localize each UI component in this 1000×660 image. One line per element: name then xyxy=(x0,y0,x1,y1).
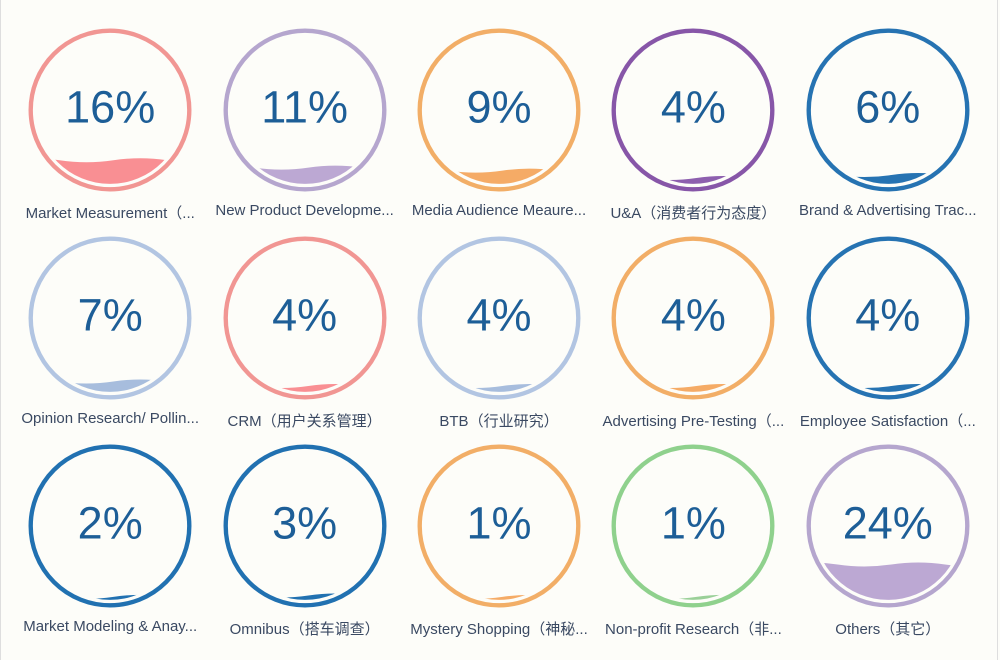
liquid-gauge: 6% xyxy=(804,26,972,194)
gauge-cell: 4% CRM（用户关系管理） xyxy=(207,234,401,442)
gauge-graphic xyxy=(611,28,775,192)
gauge-cell: 9% Media Audience Meaure... xyxy=(402,26,596,234)
gauge-value: 11% xyxy=(261,81,348,133)
liquid-gauge: 1% xyxy=(609,442,777,610)
gauge-label: Non-profit Research（非... xyxy=(605,621,782,638)
gauge-label: CRM（用户关系管理） xyxy=(227,413,382,430)
gauge-cell: 7% Opinion Research/ Pollin... xyxy=(13,234,207,442)
gauge-value: 7% xyxy=(77,289,143,341)
gauge-value: 9% xyxy=(466,81,532,133)
gauge-cell: 4% U&A（消费者行为态度） xyxy=(596,26,790,234)
gauge-cell: 1% Non-profit Research（非... xyxy=(596,442,790,650)
gauge-value: 4% xyxy=(466,289,532,341)
gauge-label: Media Audience Meaure... xyxy=(411,202,587,219)
gauge-value: 16% xyxy=(65,81,156,133)
gauge-ring xyxy=(611,28,775,192)
gauge-graphic xyxy=(417,236,581,400)
gauge-label: Opinion Research/ Pollin... xyxy=(21,410,199,427)
gauge-label: New Product Developme... xyxy=(215,202,394,219)
gauge-graphic xyxy=(806,444,970,608)
liquid-gauge: 4% xyxy=(415,234,583,402)
gauge-label: Market Measurement（... xyxy=(25,205,195,222)
liquid-gauge: 1% xyxy=(415,442,583,610)
gauge-graphic xyxy=(611,444,775,608)
gauge-grid: 16% Market Measurement（... 11% New Product … xyxy=(13,26,985,650)
liquid-gauge: 24% xyxy=(804,442,972,610)
gauge-cell: 4% Advertising Pre-Testing（... xyxy=(596,234,790,442)
gauge-label: BTB（行业研究） xyxy=(439,413,559,430)
gauge-label: Others（其它） xyxy=(835,621,941,638)
gauge-ring xyxy=(806,444,970,608)
gauge-cell: 4% BTB（行业研究） xyxy=(402,234,596,442)
gauge-graphic xyxy=(806,28,970,192)
gauge-ring xyxy=(28,28,192,192)
gauge-ring xyxy=(223,236,387,400)
gauge-label: Market Modeling & Anay... xyxy=(23,618,198,635)
liquid-gauge: 16% xyxy=(26,26,194,194)
gauge-value: 3% xyxy=(272,497,338,549)
gauge-label: U&A（消费者行为态度） xyxy=(610,205,777,222)
gauge-graphic xyxy=(223,444,387,608)
gauge-cell: 1% Mystery Shopping（神秘... xyxy=(402,442,596,650)
gauge-ring xyxy=(28,444,192,608)
gauge-value: 4% xyxy=(660,289,726,341)
liquid-gauge: 7% xyxy=(26,234,194,402)
gauge-value: 1% xyxy=(660,497,726,549)
gauge-ring xyxy=(611,236,775,400)
gauge-ring xyxy=(806,236,970,400)
gauge-ring xyxy=(611,444,775,608)
gauge-cell: 24% Others（其它） xyxy=(791,442,985,650)
gauge-value: 2% xyxy=(77,497,143,549)
liquid-fill xyxy=(230,593,379,600)
gauge-label: Omnibus（搭车调查） xyxy=(229,621,380,638)
gauge-cell: 16% Market Measurement（... xyxy=(13,26,207,234)
gauge-graphic xyxy=(417,28,581,192)
gauge-cell: 4% Employee Satisfaction（... xyxy=(791,234,985,442)
gauge-value: 4% xyxy=(272,289,338,341)
gauge-ring xyxy=(28,236,192,400)
gauge-cell: 11% New Product Developme... xyxy=(207,26,401,234)
gauge-value: 6% xyxy=(855,81,921,133)
gauge-ring xyxy=(417,236,581,400)
gauge-ring xyxy=(806,28,970,192)
gauge-cell: 2% Market Modeling & Anay... xyxy=(13,442,207,650)
gauge-ring xyxy=(223,444,387,608)
gauge-value: 1% xyxy=(466,497,532,549)
liquid-gauge: 2% xyxy=(26,442,194,610)
gauge-value: 4% xyxy=(660,81,726,133)
liquid-gauge: 4% xyxy=(221,234,389,402)
liquid-gauge: 4% xyxy=(609,26,777,194)
gauge-cell: 6% Brand & Advertising Trac... xyxy=(791,26,985,234)
liquid-gauge: 11% xyxy=(221,26,389,194)
liquid-gauge: 4% xyxy=(804,234,972,402)
gauge-graphic xyxy=(611,236,775,400)
gauge-value: 4% xyxy=(855,289,921,341)
liquid-gauge: 9% xyxy=(415,26,583,194)
gauge-ring xyxy=(417,28,581,192)
liquid-fill xyxy=(619,594,768,600)
liquid-fill xyxy=(425,594,573,600)
gauge-ring xyxy=(223,28,387,192)
gauge-graphic xyxy=(223,236,387,400)
gauge-graphic xyxy=(28,236,192,400)
gauge-label: Brand & Advertising Trac... xyxy=(798,202,977,219)
gauge-value: 24% xyxy=(842,497,933,549)
gauge-ring xyxy=(417,444,581,608)
gauge-graphic xyxy=(28,444,192,608)
gauge-label: Employee Satisfaction（... xyxy=(799,413,976,430)
gauge-label: Mystery Shopping（神秘... xyxy=(410,621,588,638)
liquid-gauge: 3% xyxy=(221,442,389,610)
gauge-graphic xyxy=(28,28,192,192)
gauge-graphic xyxy=(417,444,581,608)
gauge-cell: 3% Omnibus（搭车调查） xyxy=(207,442,401,650)
gauge-graphic xyxy=(223,28,387,192)
liquid-fill xyxy=(813,562,962,600)
gauge-graphic xyxy=(806,236,970,400)
liquid-fill xyxy=(36,594,185,600)
gauge-label: Advertising Pre-Testing（... xyxy=(602,413,785,430)
liquid-gauge: 4% xyxy=(609,234,777,402)
